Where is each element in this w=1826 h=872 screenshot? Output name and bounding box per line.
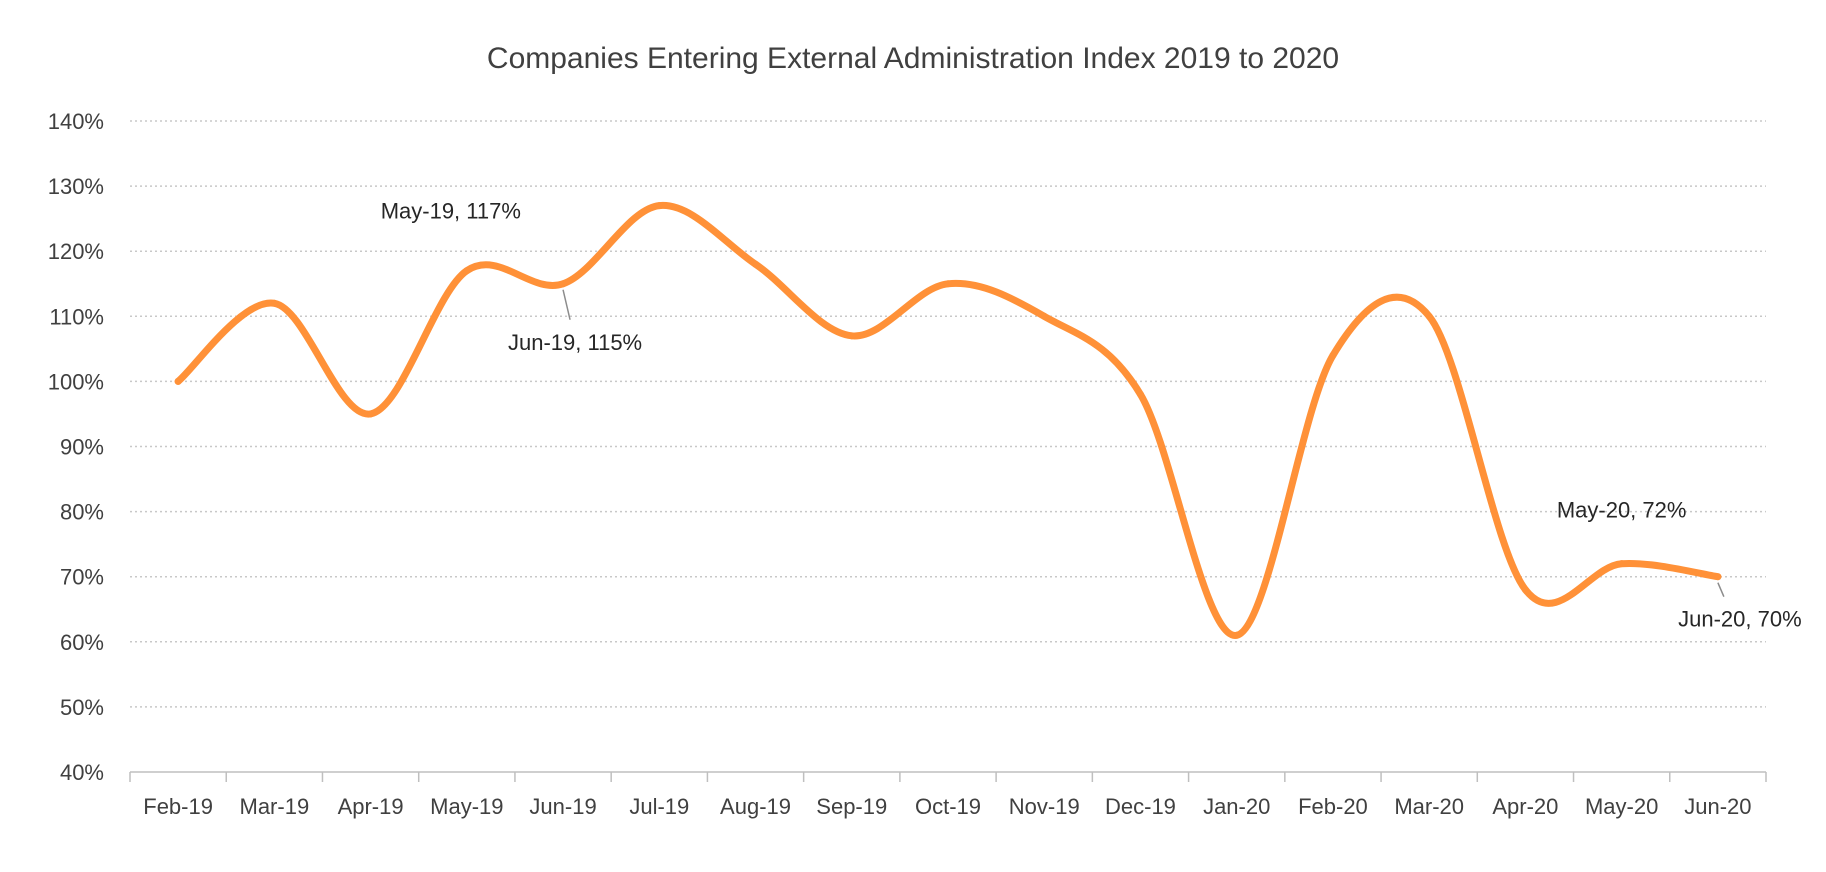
- data-point: [1425, 312, 1433, 320]
- x-tick-label: Mar-20: [1394, 794, 1464, 819]
- data-label: Jun-20, 70%: [1678, 607, 1802, 632]
- x-tick-label: Nov-19: [1009, 794, 1080, 819]
- x-tick-label: May-20: [1585, 794, 1658, 819]
- y-tick-label: 90%: [60, 435, 104, 460]
- data-point: [1618, 560, 1626, 568]
- data-point: [1714, 573, 1722, 581]
- x-tick-label: Jan-20: [1203, 794, 1270, 819]
- y-tick-label: 70%: [60, 565, 104, 590]
- x-axis: [129, 771, 1767, 782]
- x-tick-label: Jun-19: [529, 794, 596, 819]
- y-tick-label: 140%: [48, 109, 104, 134]
- x-tick-label: Jun-20: [1684, 794, 1751, 819]
- data-point: [1233, 631, 1241, 639]
- label-leader-line: [562, 289, 571, 320]
- y-tick-label: 100%: [48, 369, 104, 394]
- y-tick-label: 120%: [48, 239, 104, 264]
- data-point: [1329, 351, 1337, 359]
- data-point: [463, 267, 471, 275]
- y-tick-label: 60%: [60, 630, 104, 655]
- y-tick-label: 130%: [48, 174, 104, 199]
- x-tick-label: Jul-19: [629, 794, 689, 819]
- x-tick-label: Apr-19: [338, 794, 404, 819]
- data-point: [559, 280, 567, 288]
- y-tick-label: 40%: [60, 760, 104, 785]
- series-layer: [174, 202, 1722, 639]
- data-label: May-20, 72%: [1557, 498, 1687, 523]
- data-point: [1136, 390, 1144, 398]
- data-point: [367, 410, 375, 418]
- data-point: [174, 377, 182, 385]
- x-tick-label: Dec-19: [1105, 794, 1176, 819]
- x-tick-label: Feb-19: [143, 794, 213, 819]
- data-label: May-19, 117%: [381, 199, 521, 224]
- data-point: [655, 202, 663, 210]
- x-tick-label: Aug-19: [720, 794, 791, 819]
- label-leader-line: [1717, 582, 1725, 597]
- y-tick-label: 50%: [60, 695, 104, 720]
- data-point: [1521, 586, 1529, 594]
- y-tick-label: 110%: [49, 304, 104, 329]
- x-tick-label: Mar-19: [240, 794, 310, 819]
- data-point: [752, 260, 760, 268]
- x-tick-label: Sep-19: [816, 794, 887, 819]
- data-point: [944, 280, 952, 288]
- y-tick-label: 80%: [60, 500, 104, 525]
- data-labels: May-19, 117% Jun-19, 115% May-20, 72% Jun-2…: [381, 199, 1802, 632]
- x-tick-label: Feb-20: [1298, 794, 1368, 819]
- x-tick-label: May-19: [430, 794, 503, 819]
- data-point: [848, 332, 856, 340]
- chart-title: Companies Entering External Administrati…: [487, 42, 1339, 75]
- series-line: [174, 202, 1722, 639]
- x-axis-ticks: Feb-19 Mar-19 Apr-19 May-19 Jun-19 Jul-19 Aug-…: [143, 794, 1751, 819]
- data-point: [270, 299, 278, 307]
- x-tick-label: Oct-19: [915, 794, 981, 819]
- y-axis-ticks: 40% 50% 60% 70% 80% 90% 100% 110% 120% 130% 140%: [48, 109, 104, 785]
- data-label: Jun-19, 115%: [508, 330, 642, 355]
- data-point: [1040, 312, 1048, 320]
- x-tick-label: Apr-20: [1492, 794, 1558, 819]
